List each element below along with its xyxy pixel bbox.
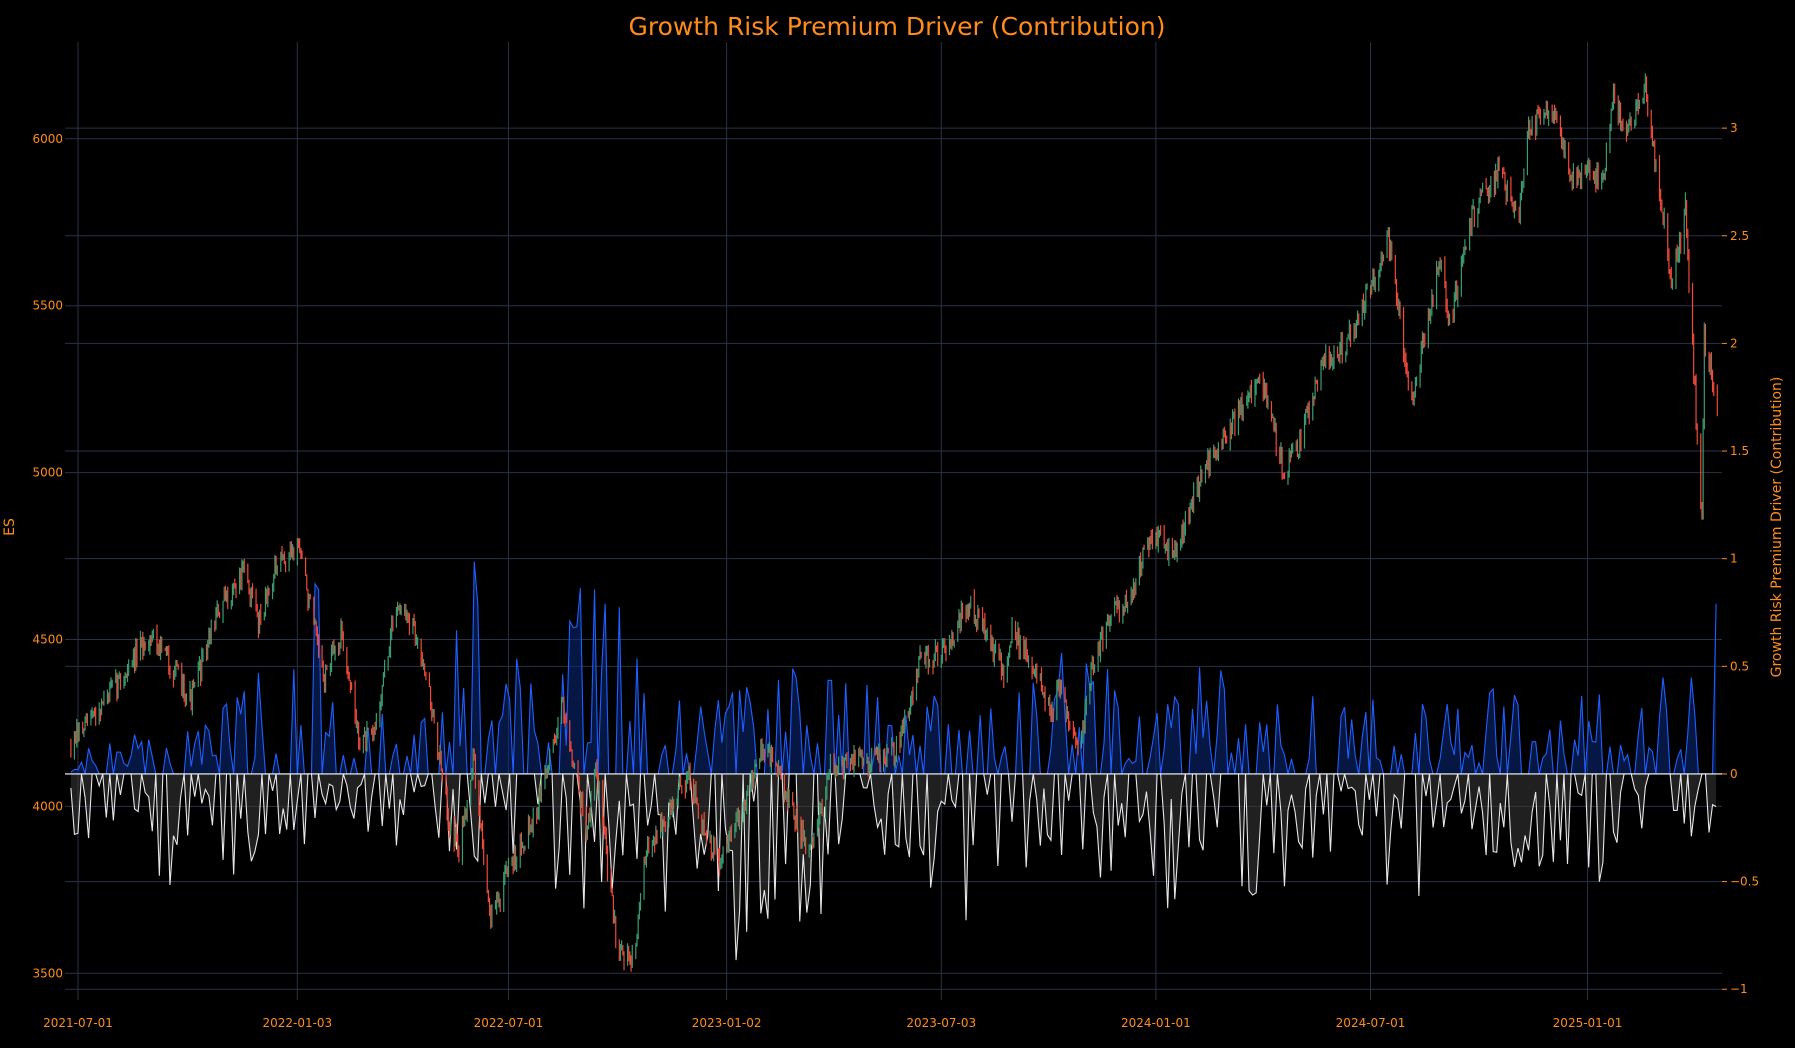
y-right-tick-label: 1.5 [1730, 444, 1749, 458]
y-right-tick-label: 2.5 [1730, 229, 1749, 243]
y-right-tick-label: −0.5 [1730, 875, 1759, 889]
y-right-tick-label: 0 [1730, 767, 1738, 781]
x-tick-label: 2022-01-03 [262, 1016, 332, 1030]
x-tick-label: 2021-07-01 [43, 1016, 113, 1030]
x-tick-label: 2023-07-03 [906, 1016, 976, 1030]
chart-title: Growth Risk Premium Driver (Contribution… [629, 12, 1166, 41]
y-left-tick-label: 4000 [32, 799, 63, 813]
y-right-tick-label: 3 [1730, 121, 1738, 135]
negative-contribution-area [70, 773, 1717, 961]
y-axis-right-label: Growth Risk Premium Driver (Contribution… [1769, 377, 1785, 678]
y-left-tick-label: 5000 [32, 466, 63, 480]
y-left-tick-label: 5500 [32, 299, 63, 313]
y-right-tick-label: 1 [1730, 552, 1738, 566]
x-tick-label: 2022-07-01 [474, 1016, 544, 1030]
negative-contribution-fill [70, 773, 1717, 961]
x-tick-label: 2024-07-01 [1336, 1016, 1406, 1030]
y-left-tick-label: 3500 [32, 966, 63, 980]
y-left-tick-label: 6000 [32, 132, 63, 146]
y-left-tick-label: 4500 [32, 632, 63, 646]
x-tick-label: 2025-01-01 [1553, 1016, 1623, 1030]
y-right-tick-label: 0.5 [1730, 659, 1749, 673]
negative-contribution-line [70, 773, 1717, 961]
axes-labels: 3500 4000 4500 5000 5500 6000 −1 −0.5 0 0.5 1 1.5 2 2… [32, 121, 1759, 1030]
es-candles [70, 73, 1718, 972]
y-right-tick-label: −1 [1730, 982, 1748, 996]
x-tick-label: 2024-01-01 [1121, 1016, 1191, 1030]
x-tick-label: 2023-01-02 [692, 1016, 762, 1030]
y-right-tick-label: 2 [1730, 336, 1738, 350]
y-axis-left-label: ES [2, 518, 18, 536]
